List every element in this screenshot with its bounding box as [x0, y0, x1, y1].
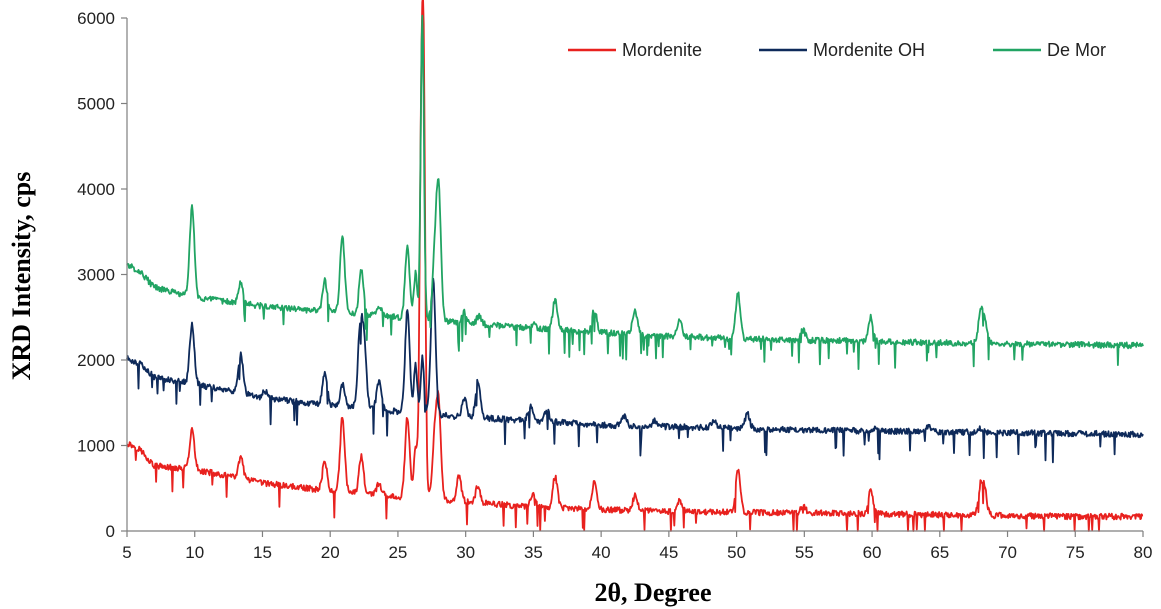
x-tick-label: 30 [456, 543, 475, 562]
y-axis-title: XRD Intensity, cps [7, 172, 36, 381]
y-tick-label: 1000 [77, 437, 115, 456]
x-axis-title: 2θ, Degree [594, 578, 711, 607]
x-tick-label: 50 [727, 543, 746, 562]
legend-label: Mordenite OH [813, 40, 925, 60]
x-tick-label: 75 [1066, 543, 1085, 562]
axes-layer: 0 1000 2000 3000 4000 5000 6000 5 10 15 20 25 30 35 40… [77, 9, 1152, 562]
x-tick-label: 10 [185, 543, 204, 562]
x-tick-label: 20 [321, 543, 340, 562]
x-tick-label: 15 [253, 543, 272, 562]
legend-label: De Mor [1047, 40, 1106, 60]
x-tick-label: 55 [795, 543, 814, 562]
legend-label: Mordenite [622, 40, 702, 60]
x-tick-label: 45 [659, 543, 678, 562]
x-tick-label: 80 [1134, 543, 1153, 562]
y-tick-label: 5000 [77, 95, 115, 114]
series-line [126, 0, 1144, 532]
x-tick-label: 5 [122, 543, 131, 562]
x-tick-label: 70 [998, 543, 1017, 562]
y-tick-label: 2000 [77, 351, 115, 370]
x-tick-label: 40 [592, 543, 611, 562]
y-tick-label: 0 [106, 522, 115, 541]
y-tick-label: 6000 [77, 9, 115, 28]
series-line [126, 14, 1144, 371]
x-tick-label: 65 [930, 543, 949, 562]
y-tick-label: 4000 [77, 180, 115, 199]
series-line [126, 277, 1144, 464]
series-layer [126, 0, 1144, 532]
y-tick-label: 3000 [77, 266, 115, 285]
legend: Mordenite Mordenite OH De Mor [568, 40, 1106, 60]
x-tick-label: 35 [524, 543, 543, 562]
x-tick-label: 25 [388, 543, 407, 562]
x-tick-label: 60 [863, 543, 882, 562]
